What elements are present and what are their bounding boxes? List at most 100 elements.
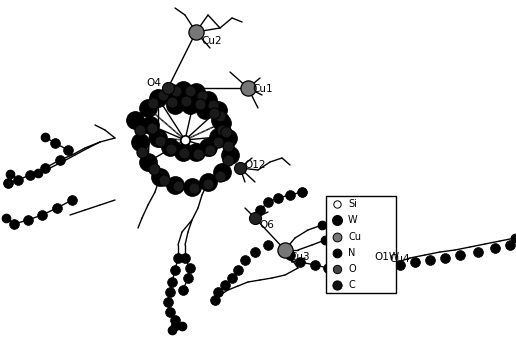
Text: Si: Si (348, 199, 357, 209)
Point (218, 120, 226, 126)
Point (144, 159, 152, 165)
Point (333, 266, 341, 272)
Point (166, 309, 174, 315)
Point (491, 245, 499, 251)
Point (236, 165, 244, 171)
Point (298, 189, 306, 195)
Point (179, 287, 187, 293)
Point (166, 89, 174, 95)
Point (68, 197, 76, 203)
Point (274, 195, 282, 201)
Point (156, 174, 164, 180)
Point (14, 177, 22, 183)
Text: Cu: Cu (348, 232, 361, 241)
Point (186, 102, 194, 108)
Text: Cu3: Cu3 (289, 252, 310, 262)
Point (53, 205, 61, 211)
Point (166, 289, 174, 295)
Point (150, 166, 158, 172)
Text: O12: O12 (244, 160, 266, 170)
Point (149, 100, 157, 106)
Point (426, 257, 434, 263)
Point (186, 265, 194, 271)
Point (154, 135, 162, 141)
Point (321, 237, 329, 243)
Point (333, 218, 341, 223)
Text: C: C (348, 280, 355, 290)
Point (333, 250, 341, 255)
Point (146, 122, 154, 128)
Point (366, 245, 374, 251)
Point (164, 85, 172, 91)
Point (256, 207, 264, 213)
Point (168, 99, 176, 105)
Point (159, 92, 167, 98)
Text: W: W (348, 216, 358, 225)
Point (228, 275, 236, 281)
Point (198, 93, 206, 99)
Point (214, 289, 222, 295)
Point (204, 97, 212, 103)
Point (192, 29, 200, 35)
Point (251, 249, 259, 255)
Point (160, 177, 168, 183)
Point (144, 105, 152, 111)
Point (296, 259, 304, 265)
Point (234, 267, 242, 273)
Point (179, 149, 187, 155)
Point (224, 143, 232, 149)
Point (511, 235, 516, 241)
Point (24, 217, 32, 223)
Point (186, 88, 194, 94)
Point (281, 247, 289, 253)
Point (136, 127, 144, 133)
Point (333, 282, 341, 288)
Point (441, 255, 449, 261)
Point (171, 317, 179, 323)
Point (218, 127, 226, 133)
Point (214, 107, 222, 113)
Point (168, 327, 176, 333)
Point (251, 215, 259, 221)
Point (164, 299, 172, 305)
Point (192, 89, 200, 95)
Point (131, 117, 139, 123)
Point (190, 185, 198, 191)
Point (4, 180, 12, 186)
Point (181, 137, 189, 143)
Point (201, 107, 209, 113)
Point (241, 257, 249, 263)
Point (311, 262, 319, 268)
Point (224, 157, 232, 163)
Point (154, 95, 162, 101)
Point (166, 144, 174, 150)
Point (179, 87, 187, 93)
Point (171, 182, 179, 188)
Text: N: N (348, 248, 356, 258)
Text: O6: O6 (259, 220, 274, 230)
Point (38, 212, 46, 218)
Point (138, 149, 146, 155)
Point (178, 323, 186, 329)
Point (174, 183, 182, 189)
Point (182, 98, 190, 104)
Text: O: O (348, 264, 356, 274)
Point (41, 134, 49, 140)
Point (204, 144, 212, 150)
Point (221, 282, 229, 288)
Point (180, 150, 188, 156)
Point (222, 129, 230, 135)
Point (188, 184, 196, 190)
Point (214, 134, 222, 140)
Point (148, 125, 156, 131)
Point (218, 169, 226, 175)
Point (264, 242, 272, 248)
Point (209, 102, 217, 108)
Point (34, 170, 42, 176)
Point (286, 252, 294, 258)
Text: O4: O4 (146, 78, 161, 88)
Point (10, 221, 18, 227)
Point (211, 297, 219, 303)
Point (174, 255, 182, 261)
Point (172, 88, 180, 94)
